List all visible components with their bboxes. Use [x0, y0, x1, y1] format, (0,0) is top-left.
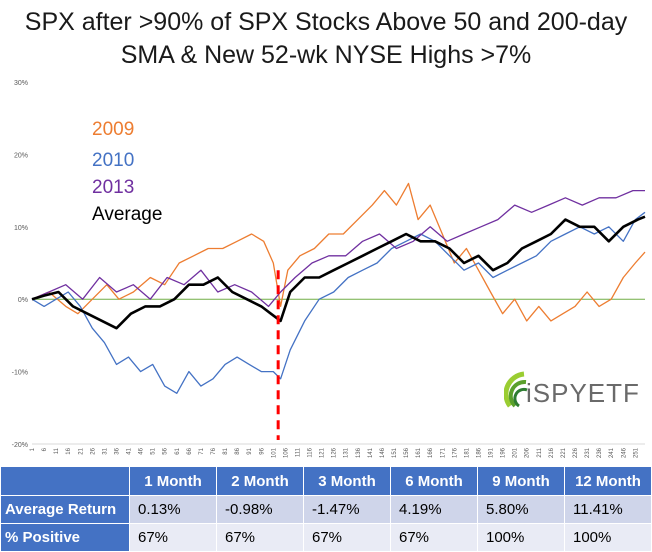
- x-tick-label: 231: [585, 447, 591, 458]
- legend-item-average: Average: [92, 204, 163, 225]
- x-tick-label: 111: [295, 447, 301, 457]
- x-tick-label: 176: [452, 447, 458, 458]
- x-tick-label: 236: [597, 447, 603, 458]
- x-tick-label: 151: [392, 447, 398, 458]
- x-tick-label: 206: [525, 447, 531, 458]
- table-header-12-month: 12 Month: [564, 466, 652, 496]
- x-tick-label: 191: [489, 447, 495, 458]
- x-tick-label: 201: [513, 447, 519, 458]
- table-header-2-month: 2 Month: [216, 466, 304, 496]
- x-tick-label: 186: [476, 447, 482, 458]
- x-tick-label: 76: [211, 447, 217, 454]
- x-tick-label: 166: [428, 447, 434, 458]
- table-header-6-month: 6 Month: [390, 466, 478, 496]
- table-header-3-month: 3 Month: [303, 466, 391, 496]
- logo-arc-icon: [504, 371, 528, 408]
- y-tick-label: -20%: [12, 442, 28, 449]
- x-tick-label: 156: [404, 447, 410, 458]
- x-tick-label: 211: [537, 447, 543, 457]
- series-line-average: [31, 215, 646, 330]
- x-tick-label: 16: [66, 447, 72, 454]
- x-tick-label: 131: [344, 447, 350, 458]
- x-tick-label: 6: [42, 447, 48, 451]
- y-tick-label: 30%: [14, 80, 28, 87]
- series-line-2013: [31, 189, 645, 308]
- chart-title: SPX after >90% of SPX Stocks Above 50 an…: [24, 8, 628, 69]
- x-tick-label: 1: [30, 447, 36, 451]
- ispyetf-logo: iSPYETF: [504, 366, 639, 416]
- y-tick-label: 20%: [14, 152, 28, 159]
- table-cell: 67%: [129, 523, 217, 552]
- x-tick-label: 196: [501, 447, 507, 458]
- x-tick-label: 51: [151, 447, 157, 454]
- x-tick-label: 251: [633, 447, 639, 458]
- x-tick-label: 101: [271, 447, 277, 458]
- x-tick-label: 11: [54, 447, 60, 454]
- table-cell: 5.80%: [477, 495, 565, 524]
- y-tick-label: -10%: [12, 370, 28, 377]
- logo-text: iSPYETF: [526, 378, 640, 408]
- table-cell: 100%: [477, 523, 565, 552]
- table-cell: 67%: [303, 523, 391, 552]
- x-tick-label: 181: [464, 447, 470, 458]
- y-tick-label: 0%: [18, 297, 28, 304]
- returns-table: 1 Month 2 Month 3 Month 6 Month 9 Month …: [0, 466, 652, 552]
- x-tick-label: 226: [573, 447, 579, 458]
- y-tick-label: 10%: [14, 225, 28, 232]
- x-tick-label: 26: [90, 447, 96, 454]
- x-tick-label: 221: [561, 447, 567, 458]
- x-tick-label: 241: [609, 447, 615, 458]
- x-tick-label: 106: [283, 447, 289, 458]
- line-chart: -20%-10%0%10%20%30%1 6 11 16 21 26 31 36 41 46 51 5…: [12, 80, 646, 458]
- table-cell: 0.13%: [129, 495, 217, 524]
- x-tick-label: 46: [139, 447, 145, 454]
- x-tick-label: 216: [549, 447, 555, 458]
- x-tick-label: 31: [102, 447, 108, 454]
- x-tick-label: 171: [440, 447, 446, 458]
- table-row-percent-positive: % Positive 67% 67% 67% 67% 100% 100%: [0, 523, 652, 552]
- x-tick-label: 71: [199, 447, 205, 454]
- x-tick-label: 21: [78, 447, 84, 454]
- x-tick-label: 56: [163, 447, 169, 454]
- x-tick-label: 136: [356, 447, 362, 458]
- x-tick-label: 61: [175, 447, 181, 454]
- table-cell: 100%: [564, 523, 652, 552]
- legend-item-2010: 2010: [92, 150, 135, 171]
- x-tick-label: 121: [320, 447, 326, 458]
- table-header-corner: [0, 466, 130, 496]
- x-tick-label: 161: [416, 447, 422, 458]
- row-label: Average Return: [0, 495, 130, 524]
- series-line-2010: [31, 211, 646, 394]
- table-row-average-return: Average Return 0.13% -0.98% -1.47% 4.19%…: [0, 495, 652, 524]
- x-tick-label: 141: [368, 447, 374, 458]
- x-tick-label: 91: [247, 447, 253, 454]
- x-tick-label: 146: [380, 447, 386, 458]
- x-tick-label: 126: [332, 447, 338, 458]
- series-line-2009: [31, 182, 646, 322]
- table-cell: -0.98%: [216, 495, 304, 524]
- x-tick-label: 36: [114, 447, 120, 454]
- x-tick-label: 41: [127, 447, 133, 454]
- legend-item-2009: 2009: [92, 119, 135, 140]
- table-cell: 4.19%: [390, 495, 478, 524]
- table-cell: 67%: [390, 523, 478, 552]
- x-tick-label: 66: [187, 447, 193, 454]
- x-tick-label: 81: [223, 447, 229, 454]
- x-tick-label: 246: [621, 447, 627, 458]
- table-header-row: 1 Month 2 Month 3 Month 6 Month 9 Month …: [0, 466, 652, 496]
- x-tick-label: 86: [235, 447, 241, 454]
- table-header-9-month: 9 Month: [477, 466, 565, 496]
- table-cell: 67%: [216, 523, 304, 552]
- table-header-1-month: 1 Month: [129, 466, 217, 496]
- x-tick-label: 116: [308, 447, 314, 457]
- row-label: % Positive: [0, 523, 130, 552]
- table-cell: -1.47%: [303, 495, 391, 524]
- x-tick-label: 96: [259, 447, 265, 454]
- legend-item-2013: 2013: [92, 177, 135, 198]
- table-cell: 11.41%: [564, 495, 652, 524]
